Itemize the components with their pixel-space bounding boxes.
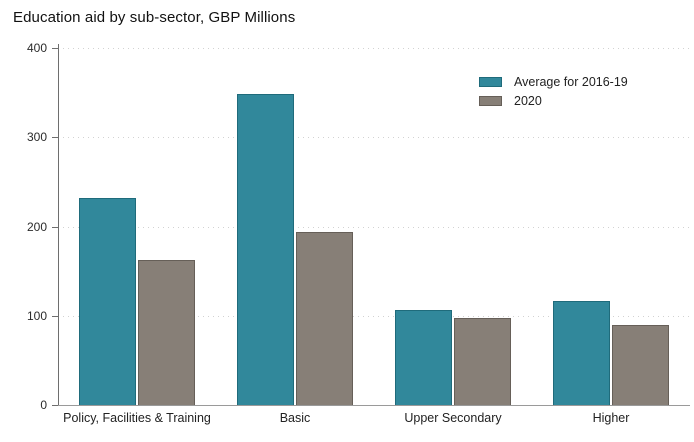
bar-average-for-2016-19-higher — [553, 301, 610, 405]
y-tick-mark-400 — [52, 48, 58, 49]
bar-average-for-2016-19-upper-secondary — [395, 309, 452, 405]
bar-group-basic — [216, 48, 374, 405]
y-tick-mark-100 — [52, 315, 58, 317]
legend-label-average-for-2016-19: Average for 2016-19 — [514, 75, 628, 89]
legend-swatch-average-for-2016-19 — [479, 77, 502, 87]
x-axis-labels: Policy, Facilities & Training Basic Upper … — [58, 411, 690, 425]
y-tick-mark-0 — [52, 405, 58, 406]
plot-area — [58, 48, 690, 405]
x-category-label-upper-secondary: Upper Secondary — [404, 411, 502, 425]
gridline-100 — [58, 315, 690, 317]
chart-title: Education aid by sub-sector, GBP Million… — [13, 9, 296, 26]
bars-layer — [58, 48, 690, 405]
y-tick-label-200: 200 — [26, 219, 47, 234]
bar-group-upper-secondary — [374, 48, 532, 405]
y-tick-label-300: 300 — [26, 130, 47, 145]
y-axis-line — [58, 44, 59, 406]
bar-2020-policy-facilities-training — [138, 259, 195, 405]
legend-item-2020: 2020 — [479, 94, 628, 108]
y-tick-label-400: 400 — [26, 41, 47, 55]
bar-average-for-2016-19-basic — [237, 94, 294, 405]
gridline-300 — [58, 137, 690, 139]
gridline-200 — [58, 226, 690, 228]
y-tick-label-100: 100 — [26, 308, 47, 323]
x-category-label-basic: Basic — [279, 411, 311, 425]
legend: Average for 2016-19 2020 — [479, 75, 628, 113]
legend-swatch-2020 — [479, 96, 502, 106]
bar-group-higher — [532, 48, 690, 405]
bar-average-for-2016-19-policy-facilities-training — [79, 197, 136, 405]
legend-item-average-for-2016-19: Average for 2016-19 — [479, 75, 628, 89]
legend-label-2020: 2020 — [514, 94, 542, 108]
bar-group-policy-facilities-training — [58, 48, 216, 405]
gridline-400 — [58, 48, 690, 49]
bar-2020-higher — [612, 324, 669, 405]
bar-2020-basic — [296, 231, 353, 405]
x-axis-line — [58, 405, 690, 406]
y-tick-mark-200 — [52, 226, 58, 228]
y-tick-label-0: 0 — [40, 398, 47, 412]
x-category-label-policy-facilities-training: Policy, Facilities & Training — [63, 411, 211, 425]
x-category-label-higher: Higher — [592, 411, 630, 425]
bar-2020-upper-secondary — [454, 318, 511, 405]
y-tick-mark-300 — [52, 137, 58, 139]
